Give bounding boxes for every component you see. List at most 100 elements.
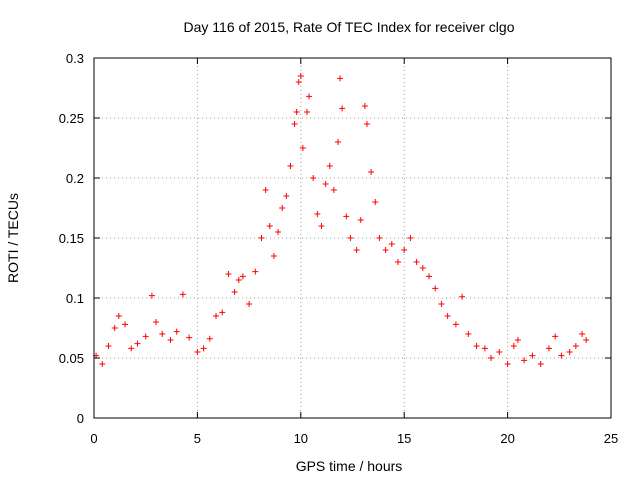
data-point — [270, 253, 277, 259]
x-tick-label: 15 — [397, 431, 411, 446]
data-point — [432, 285, 439, 292]
data-point — [213, 313, 220, 319]
data-point — [304, 109, 311, 115]
x-tick-label: 25 — [604, 431, 618, 446]
data-point — [153, 319, 160, 325]
data-point — [335, 139, 342, 145]
data-point — [496, 349, 503, 355]
data-point — [579, 331, 586, 337]
data-point — [179, 291, 186, 298]
x-tick-label: 5 — [194, 431, 201, 446]
data-point — [186, 334, 193, 341]
data-point — [357, 217, 364, 223]
data-point — [258, 235, 265, 241]
data-point — [459, 293, 466, 300]
data-point — [306, 93, 313, 100]
data-point — [426, 273, 433, 280]
data-point — [572, 343, 579, 349]
data-point — [111, 325, 118, 331]
data-point — [291, 121, 298, 127]
data-point — [326, 163, 333, 169]
data-point — [330, 187, 337, 193]
data-point — [488, 355, 495, 361]
data-point — [262, 187, 269, 193]
data-point — [299, 145, 306, 151]
y-tick-label: 0.1 — [66, 291, 84, 306]
y-tick-label: 0.15 — [59, 231, 84, 246]
data-point — [231, 289, 238, 295]
data-point — [194, 349, 201, 355]
data-point — [266, 223, 273, 229]
data-point — [363, 121, 370, 127]
y-tick-label: 0.25 — [59, 111, 84, 126]
data-point — [287, 163, 294, 169]
data-point — [167, 337, 174, 343]
y-axis-label: ROTI / TECUs — [5, 193, 21, 283]
data-point — [444, 313, 451, 319]
axis-ticks: 0 5 10 15 20 25 0 0.05 0.1 0.15 0.2 0.25 0.3 — [59, 51, 619, 446]
data-point — [382, 247, 389, 253]
data-points — [93, 73, 590, 367]
x-tick-label: 10 — [294, 431, 308, 446]
data-point — [514, 337, 521, 343]
data-point — [239, 273, 246, 280]
data-point — [376, 235, 383, 241]
data-point — [583, 337, 590, 343]
data-point — [200, 345, 207, 352]
data-point — [206, 335, 213, 342]
data-point — [401, 247, 408, 253]
data-point — [275, 229, 282, 235]
data-point — [343, 213, 350, 220]
data-point — [252, 268, 259, 275]
data-point — [388, 241, 395, 247]
chart-title: Day 116 of 2015, Rate Of TEC Index for r… — [184, 19, 515, 35]
data-point — [473, 343, 480, 349]
data-point — [173, 328, 180, 335]
data-point — [552, 333, 559, 340]
data-point — [246, 301, 253, 307]
data-point — [339, 105, 346, 112]
data-point — [372, 199, 379, 205]
data-point — [353, 247, 360, 253]
data-point — [115, 313, 122, 319]
data-point — [537, 361, 544, 367]
data-point — [413, 259, 420, 265]
data-point — [225, 271, 232, 277]
gridlines — [94, 58, 611, 418]
data-point — [322, 181, 329, 187]
data-point — [394, 259, 401, 265]
data-point — [407, 235, 414, 241]
data-point — [314, 211, 321, 217]
data-point — [529, 352, 536, 359]
data-point — [510, 343, 517, 349]
y-tick-label: 0.2 — [66, 171, 84, 186]
data-point — [122, 321, 129, 328]
data-point — [148, 292, 155, 299]
data-point — [558, 352, 565, 359]
y-tick-label: 0 — [77, 411, 84, 426]
y-tick-label: 0.3 — [66, 51, 84, 66]
data-point — [438, 301, 445, 307]
data-point — [465, 331, 472, 337]
data-point — [295, 79, 302, 85]
data-point — [452, 321, 459, 328]
x-tick-label: 20 — [500, 431, 514, 446]
x-axis-label: GPS time / hours — [296, 458, 403, 474]
data-point — [419, 265, 426, 271]
data-point — [159, 331, 166, 337]
data-point — [235, 277, 242, 283]
data-point — [99, 361, 106, 367]
data-point — [337, 75, 344, 82]
data-point — [361, 103, 368, 109]
data-point — [545, 345, 552, 352]
data-point — [310, 175, 317, 181]
y-tick-label: 0.05 — [59, 351, 84, 366]
data-point — [219, 309, 226, 316]
data-point — [105, 343, 112, 349]
data-point — [368, 169, 375, 175]
data-point — [128, 345, 135, 352]
data-point — [283, 193, 290, 199]
data-point — [297, 73, 304, 79]
data-point — [318, 223, 325, 229]
